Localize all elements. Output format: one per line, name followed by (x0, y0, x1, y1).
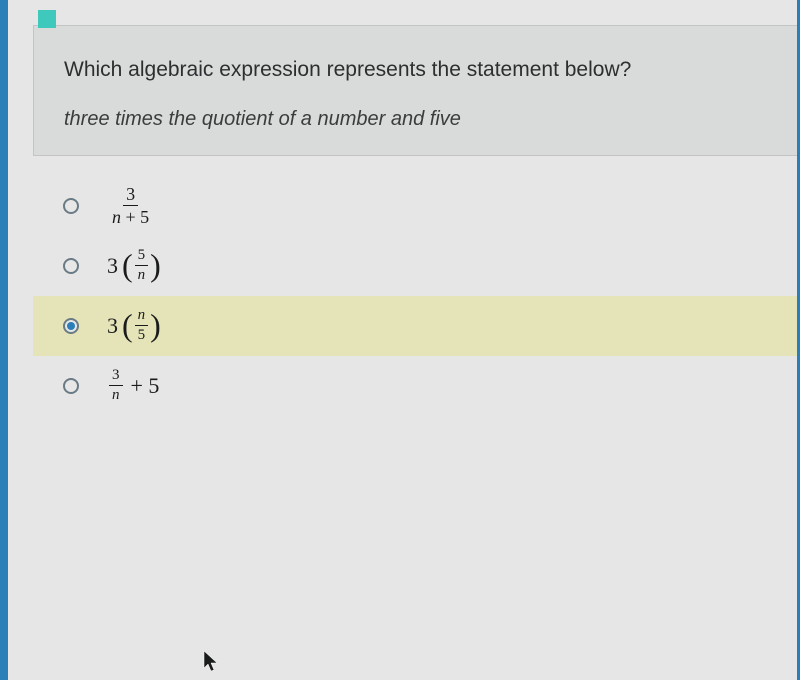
quiz-frame: Which algebraic expression represents th… (0, 0, 800, 680)
frac-numerator: n (135, 308, 149, 326)
options-container: 3 n + 5 3 ( 5 n ) 3 ( (33, 176, 797, 416)
question-text: Which algebraic expression represents th… (64, 54, 767, 86)
paren-left-icon: ( (122, 313, 133, 339)
frac-numerator: 3 (109, 368, 123, 386)
option-b[interactable]: 3 ( 5 n ) (33, 236, 797, 296)
option-b-expression: 3 ( 5 n ) (107, 248, 161, 283)
coefficient: 3 (107, 253, 118, 279)
question-statement: three times the quotient of a number and… (64, 108, 767, 131)
paren-right-icon: ) (150, 313, 161, 339)
option-d[interactable]: 3 n + 5 (33, 356, 797, 416)
radio-icon[interactable] (63, 318, 79, 334)
frac-denominator: n (135, 266, 149, 283)
frac-denominator: n (109, 386, 123, 403)
option-c[interactable]: 3 ( n 5 ) (33, 296, 797, 356)
coefficient: 3 (107, 313, 118, 339)
frac-denominator: n + 5 (109, 206, 152, 226)
radio-icon[interactable] (63, 258, 79, 274)
plus-term: + 5 (131, 373, 160, 399)
option-a-expression: 3 n + 5 (107, 185, 154, 226)
option-a[interactable]: 3 n + 5 (33, 176, 797, 236)
teal-marker-icon (38, 10, 56, 28)
frac-denominator: 5 (135, 326, 149, 343)
paren-right-icon: ) (150, 253, 161, 279)
question-card: Which algebraic expression represents th… (33, 25, 797, 156)
option-c-expression: 3 ( n 5 ) (107, 308, 161, 343)
radio-icon[interactable] (63, 198, 79, 214)
radio-icon[interactable] (63, 378, 79, 394)
frac-numerator: 5 (135, 248, 149, 266)
option-d-expression: 3 n + 5 (107, 368, 165, 403)
paren-left-icon: ( (122, 253, 133, 279)
frac-numerator: 3 (123, 185, 138, 206)
